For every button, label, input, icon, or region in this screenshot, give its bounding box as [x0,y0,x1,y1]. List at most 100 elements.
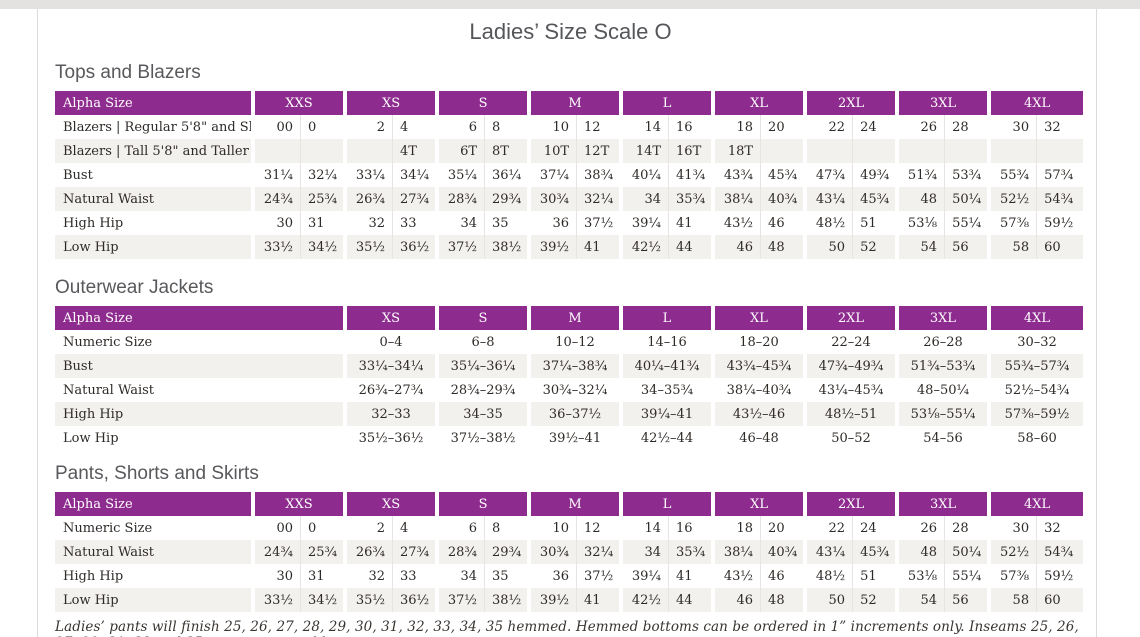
table-cell: 41 [577,235,624,259]
table-cell: 29¾ [485,540,532,564]
table-cell: 46 [761,211,808,235]
table-cell: 34 [623,540,670,564]
page-left-edge [37,9,38,637]
table-cell: 20 [761,115,808,139]
table-cell: 33 [393,564,440,588]
section-title-pants-shorts-and-skirts: Pants, Shorts and Skirts [55,463,259,484]
table-cell: 54 [899,588,946,612]
table-cell: 59½ [1044,568,1074,584]
column-header-xxs: XXS [255,492,348,516]
table-cell: 40¼ [623,163,670,187]
table-cell: 48½–51 [807,402,899,426]
table-cell: 32¼ [577,540,624,564]
table-cell: 26–28 [899,330,991,354]
table-cell: 28¾–29¾ [439,378,531,402]
column-header-4xl: 4XL [991,91,1084,115]
table-cell: 28 [945,516,992,540]
table-cell: 35¼ [439,163,486,187]
table-cell: 50¼ [945,187,992,211]
table-cell: 27¾ [393,187,440,211]
column-header-m: M [531,306,623,330]
table-cell: 43¾ [715,163,762,187]
table-cell: 31 [301,564,348,588]
table-cell: 36–37½ [531,402,623,426]
table-cell: 30¾–32¼ [531,378,623,402]
table-cell: 32–33 [347,402,439,426]
table-cell: 39¼–41 [623,402,715,426]
table-cell: 50 [807,235,854,259]
column-header-xs: XS [347,91,440,115]
table-cell: 37½ [577,211,624,235]
table-cell: 28¾ [439,187,486,211]
table-cell: 35½ [347,235,394,259]
table-cell: 39½ [531,235,578,259]
column-header-4xl: 4XL [991,306,1083,330]
table-cell: 6 [439,115,486,139]
table-cell: 39½ [531,588,578,612]
table-cell: 12 [577,115,624,139]
table-cell: 30 [991,516,1038,540]
table-cell: 45¾ [853,540,900,564]
table-cell: 14 [623,115,670,139]
table-cell: 2 [347,115,394,139]
table-cell: 30 [991,115,1038,139]
table-cell: 6–8 [439,330,531,354]
table-cell: 48 [761,235,808,259]
table-cell: 34–35 [439,402,531,426]
table-cell: 59½ [1044,215,1074,231]
table-cell: 43¾–45¾ [715,354,807,378]
table-cell: 43¼ [807,540,854,564]
table-cell: 25¾ [301,187,348,211]
table-cell: 33 [393,211,440,235]
table-cell: 34½ [301,588,348,612]
table-cell: 14 [623,516,670,540]
table-cell: 24 [853,115,900,139]
table-cell: 31 [301,211,348,235]
table-cell: 35¾ [669,187,716,211]
table-cell: 4T [393,139,440,163]
row-label: Low Hip [55,426,347,450]
table-row: High Hip 32–33 34–35 36–37½ 39¼–41 43½–46 48½–… [55,402,1083,426]
table-cell [991,139,1038,163]
header-row: Alpha Size XXS XS S M L XL 2XL 3XL 4XL [55,91,1084,115]
table-cell: 37¼ [531,163,578,187]
table-cell: 18 [715,115,762,139]
table-cell: 4 [393,115,440,139]
table-cell: 20 [761,516,808,540]
table-cell: 26 [899,115,946,139]
table-cell: 10–12 [531,330,623,354]
table-cell: 2 [347,516,394,540]
table-cell: 10T [531,139,578,163]
table-cell: 56 [945,588,992,612]
table-cell: 57⅜–59½ [991,402,1083,426]
column-header-3xl: 3XL [899,91,992,115]
column-header-xs: XS [347,306,439,330]
table-cell: 33½ [255,588,301,612]
top-bar [0,0,1140,9]
table-cell [899,139,946,163]
column-header-4xl: 4XL [991,492,1084,516]
table-cell: 30¾ [531,187,578,211]
table-cell: 00 [255,516,301,540]
table-row: Numeric Size 00 0 2 4 6 8 10 12 14 16 18 20 22 24 26 28 3… [55,516,1083,540]
table-cell: 60 [1037,588,1084,612]
table-cell: 44 [669,235,716,259]
table-cell: 12 [577,516,624,540]
column-header-l: L [623,91,716,115]
table-cell: 54 [899,235,946,259]
table-cell: 42½ [623,588,670,612]
table-cell: 36½ [393,588,440,612]
table-cell: 6T [439,139,486,163]
row-label: Blazers | Tall 5'8" and Taller [55,139,255,163]
section-tops-and-blazers: Tops and Blazers Alpha Size XXS XS S M L XL 2XL 3… [55,61,1086,259]
table-cell: 40¾ [761,187,808,211]
table-cell: 0–4 [347,330,439,354]
row-label: High Hip [55,564,255,588]
table-row: Natural Waist 24¾ 25¾ 26¾ 27¾ 28¾ 29¾ 30¾ 32¼ 34 3… [55,187,1084,211]
table-cell: 35½ [347,588,394,612]
table-row: Low Hip 33½ 34½ 35½ 36½ 37½ 38½ 39½ 41 42½ 44 46 48 5… [55,235,1084,259]
table-cell: 40¾ [761,540,808,564]
table-cell: 4 [393,516,440,540]
table-cell: 51¾–53¾ [899,354,991,378]
table-cell: 54–56 [899,426,991,450]
